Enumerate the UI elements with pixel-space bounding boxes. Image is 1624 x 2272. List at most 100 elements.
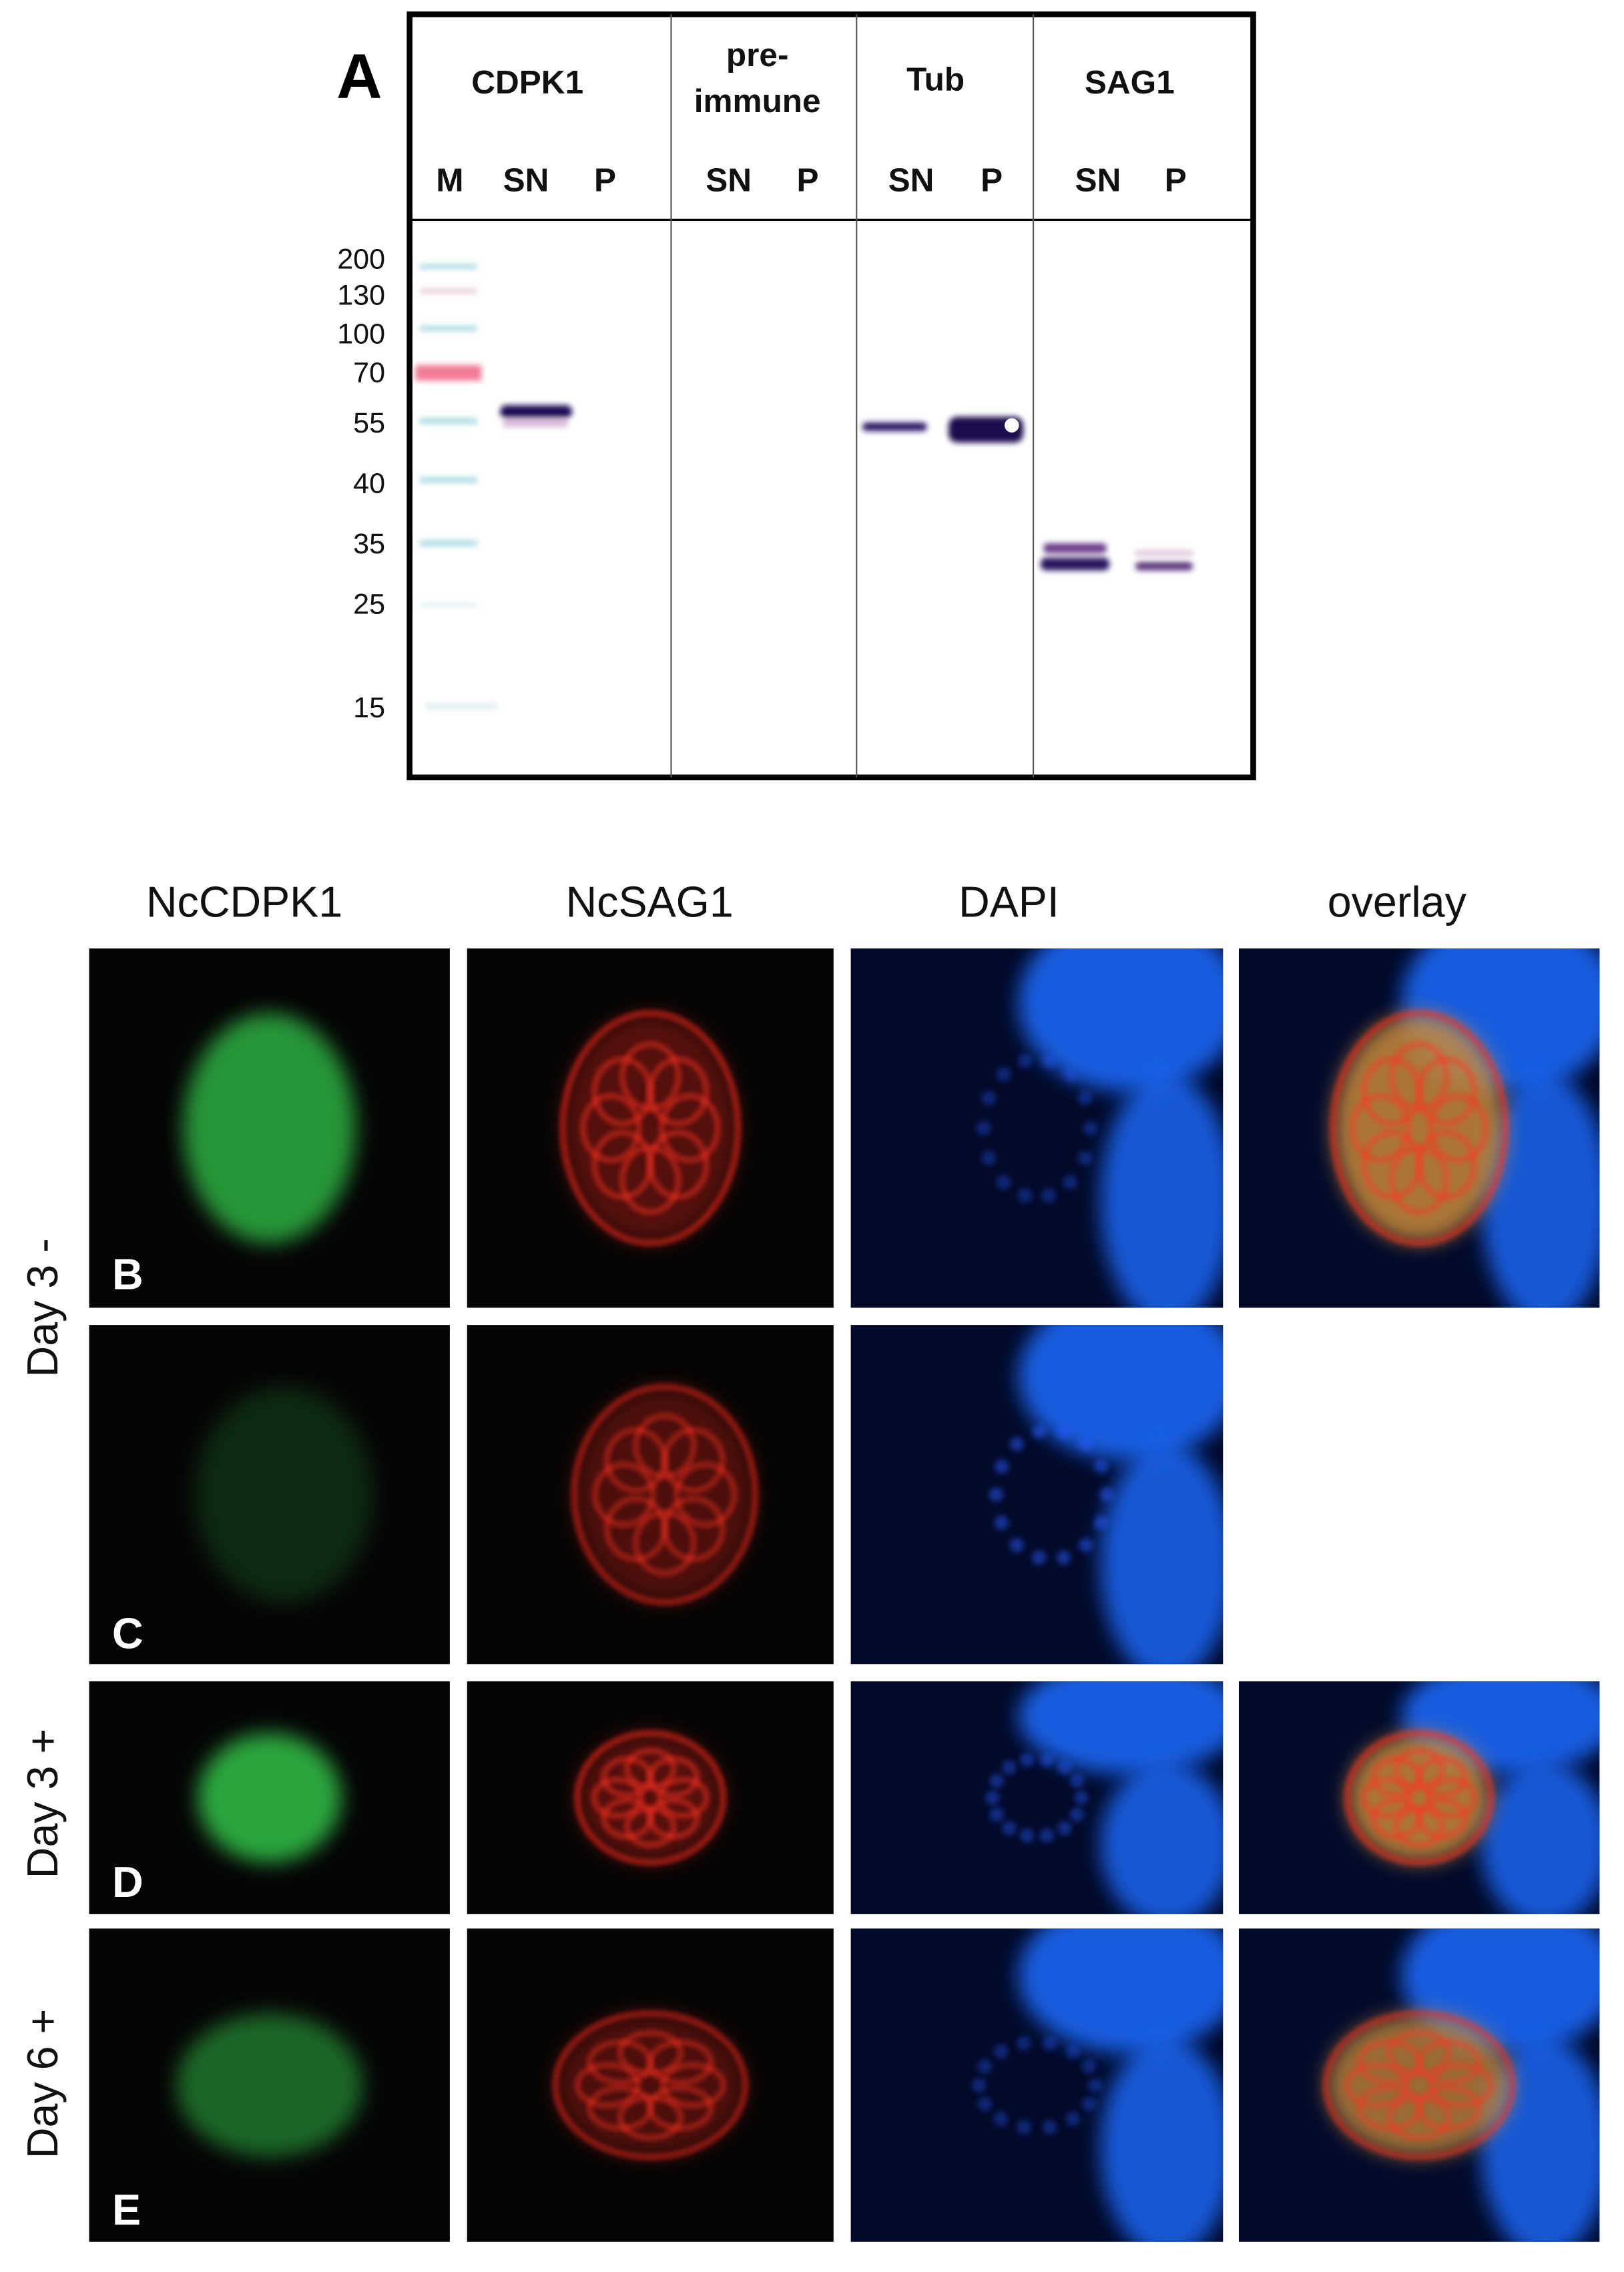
band [862, 422, 927, 431]
ladder-band [425, 704, 497, 709]
parasite-outline [1387, 2030, 1451, 2075]
parasite-outline [1417, 1757, 1467, 1797]
micrograph-content [1345, 1681, 1600, 1914]
lane-label: P [981, 162, 1003, 198]
panel-label: A [336, 41, 382, 111]
parasite-nucleus [1031, 1424, 1047, 1439]
parasite-nucleus [1009, 1436, 1025, 1452]
micrograph-content [553, 2011, 748, 2159]
parasite-outline [601, 1798, 653, 1839]
micrograph-content [985, 1681, 1224, 1914]
lane-label: P [797, 162, 819, 198]
micrograph [467, 948, 834, 1308]
parasite-outline [648, 1757, 699, 1797]
parasite-outline [674, 1462, 736, 1527]
parasite-nucleus [1081, 2059, 1097, 2074]
nucleus [1018, 1928, 1224, 2054]
panel-label: C [112, 1610, 144, 1658]
micrograph [1238, 1928, 1600, 2242]
parasite-outline [661, 2063, 726, 2107]
nucleus [1018, 1325, 1224, 1461]
parasite-outline [1362, 1777, 1412, 1818]
panel-label: D [112, 1858, 144, 1906]
parasite-nucleus [1039, 1828, 1055, 1843]
parasite-outline [1345, 2063, 1409, 2107]
vacuole-outline [1345, 1731, 1494, 1865]
micrograph [850, 1325, 1224, 1665]
parasite-nucleus [1017, 1053, 1033, 1069]
parasite-nucleus [994, 1459, 1009, 1474]
nucleus [1018, 1681, 1224, 1775]
ladder-band [419, 288, 477, 294]
parasite-outline [1358, 2086, 1422, 2131]
lane-label: P [1165, 162, 1187, 198]
parasite-nucleus [1039, 1753, 1055, 1767]
parasite-outline [1390, 1042, 1449, 1111]
group-title: Tub [906, 61, 965, 98]
vacuole [194, 1386, 373, 1603]
nucleus [1100, 1763, 1224, 1914]
parasite-outline [633, 1414, 696, 1478]
parasite-outline [1394, 1749, 1444, 1789]
micrograph-content [560, 1011, 740, 1245]
parasite-outline [1428, 1094, 1488, 1163]
parasite-nucleus [1069, 1807, 1085, 1822]
vacuole [183, 1013, 356, 1243]
band [1135, 561, 1193, 571]
band [503, 419, 568, 427]
group-title: SAG1 [1085, 64, 1175, 101]
parasite-outline [1387, 2095, 1451, 2140]
band [1135, 550, 1193, 557]
parasite-nucleus [1019, 1753, 1035, 1767]
micrograph-content [989, 1325, 1224, 1665]
parasite-outline [1371, 1798, 1422, 1839]
band [949, 416, 1024, 443]
micrograph-content [575, 1731, 726, 1865]
marker-label: 25 [353, 588, 385, 620]
marker-label: 200 [337, 244, 385, 276]
vacuole [1326, 2013, 1513, 2157]
parasite-nucleus [1065, 2044, 1081, 2059]
vacuole [1332, 1013, 1506, 1243]
vacuole [176, 2013, 363, 2157]
row-header: Day 3 + [19, 1729, 67, 1878]
micrograph [1238, 948, 1600, 1308]
parasite-nucleus [989, 1807, 1005, 1822]
parasite-nucleus [976, 1121, 991, 1135]
parasite-nucleus [1087, 2078, 1102, 2092]
marker-label: 100 [337, 318, 385, 350]
parasite-nucleus [996, 1175, 1011, 1189]
band-highlight [1005, 418, 1019, 433]
panel-label: E [112, 2186, 141, 2234]
parasite-nucleus [1078, 1436, 1093, 1452]
vacuole [555, 2013, 746, 2157]
parasite-outline [648, 1057, 708, 1126]
column-header: NcCDPK1 [146, 878, 342, 926]
parasite-outline [633, 1510, 696, 1575]
blot-frame [407, 11, 1256, 781]
parasite-outline [648, 2040, 713, 2084]
marker-label: 130 [337, 279, 385, 311]
ladder-band [419, 477, 477, 483]
micrograph [467, 1681, 834, 1914]
parasite-nucleus [1019, 1828, 1035, 1843]
vacuole [198, 1733, 342, 1863]
parasite-nucleus [1093, 1515, 1109, 1530]
micrograph-content [571, 1384, 758, 1605]
parasite-nucleus [1057, 1821, 1072, 1835]
group-title: CDPK1 [471, 64, 583, 101]
nucleus [1480, 1074, 1600, 1308]
nucleus [1480, 1763, 1600, 1914]
micrograph-content [176, 2013, 363, 2157]
vacuole [563, 1013, 738, 1243]
vacuole [1347, 1733, 1491, 1863]
ladder-band [419, 264, 477, 269]
parasite-nucleus [1077, 1091, 1093, 1106]
lane-label: M [436, 162, 463, 198]
vacuole-outline [1323, 2011, 1515, 2159]
parasite-outline [1394, 1807, 1444, 1847]
parasite-outline [620, 1145, 680, 1214]
parasite-outline [1362, 1131, 1422, 1199]
micrograph [89, 1928, 450, 2242]
